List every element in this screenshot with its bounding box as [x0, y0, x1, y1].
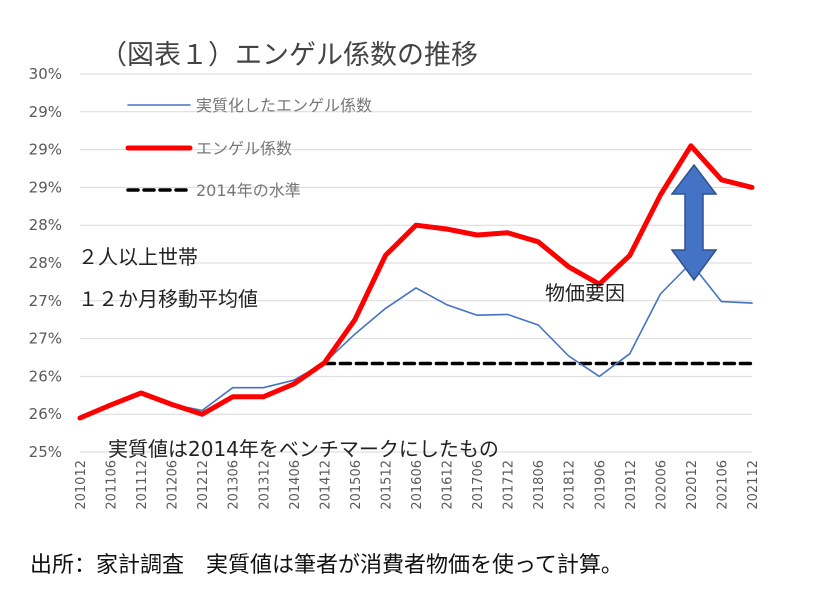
x-tick-label: 201706 — [471, 460, 486, 510]
x-tick-label: 201612 — [441, 460, 456, 510]
y-tick-label: 30% — [29, 65, 62, 83]
y-tick-label: 29% — [29, 178, 62, 196]
x-tick-label: 201812 — [563, 460, 578, 510]
moving-average-annotation: １２か月移動平均値 — [78, 287, 258, 311]
y-tick-label: 28% — [29, 216, 62, 234]
x-tick-label: 201306 — [227, 460, 242, 510]
legend-label: 実質化したエンゲル係数 — [196, 96, 372, 115]
legend-label: 2014年の水準 — [196, 181, 301, 200]
price-factor-arrow — [670, 163, 718, 282]
x-tick-label: 201606 — [410, 460, 425, 510]
x-tick-label: 202006 — [654, 460, 669, 510]
x-tick-label: 201912 — [624, 460, 639, 510]
x-tick-label: 201406 — [288, 460, 303, 510]
x-tick-label: 201506 — [349, 460, 364, 510]
x-tick-label: 202112 — [746, 460, 761, 510]
x-tick-label: 201412 — [318, 460, 333, 510]
x-axis: 201012 201106 201112 201206 201212 201306 2013… — [74, 460, 761, 510]
x-tick-label: 202106 — [715, 460, 730, 510]
y-tick-label: 28% — [29, 254, 62, 272]
real-value-note: 実質値は2014年をベンチマークにしたもの — [108, 437, 499, 461]
grid-lines — [80, 73, 752, 453]
x-tick-label: 201112 — [135, 460, 150, 510]
x-tick-label: 201312 — [257, 460, 272, 510]
x-tick-label: 202012 — [685, 460, 700, 510]
chart-title: （図表１）エンゲル係数の推移 — [100, 40, 478, 71]
legend-label: エンゲル係数 — [196, 139, 292, 158]
household-annotation: ２人以上世帯 — [78, 245, 198, 269]
y-tick-label: 27% — [29, 330, 62, 348]
source-note: 出所：家計調査 実質値は筆者が消費者物価を使って計算。 — [30, 553, 623, 578]
arrow-shape — [670, 163, 718, 282]
y-tick-label: 27% — [29, 292, 62, 310]
x-tick-label: 201712 — [502, 460, 517, 510]
y-tick-label: 29% — [29, 103, 62, 121]
y-tick-label: 25% — [29, 443, 62, 461]
x-tick-label: 201106 — [105, 460, 120, 510]
x-tick-label: 201206 — [166, 460, 181, 510]
series-layer — [77, 143, 755, 421]
x-tick-label: 201806 — [532, 460, 547, 510]
y-axis: 25% 26% 26% 27% 27% 28% 28% 29% 29% 29% 30% — [29, 65, 62, 461]
y-tick-label: 26% — [29, 367, 62, 385]
y-tick-label: 26% — [29, 405, 62, 423]
y-tick-label: 29% — [29, 141, 62, 159]
price-factor-annotation: 物価要因 — [545, 281, 625, 305]
x-tick-label: 201012 — [74, 460, 89, 510]
series-line — [77, 143, 755, 421]
x-tick-label: 201906 — [593, 460, 608, 510]
x-tick-label: 201512 — [379, 460, 394, 510]
x-tick-label: 201212 — [196, 460, 211, 510]
